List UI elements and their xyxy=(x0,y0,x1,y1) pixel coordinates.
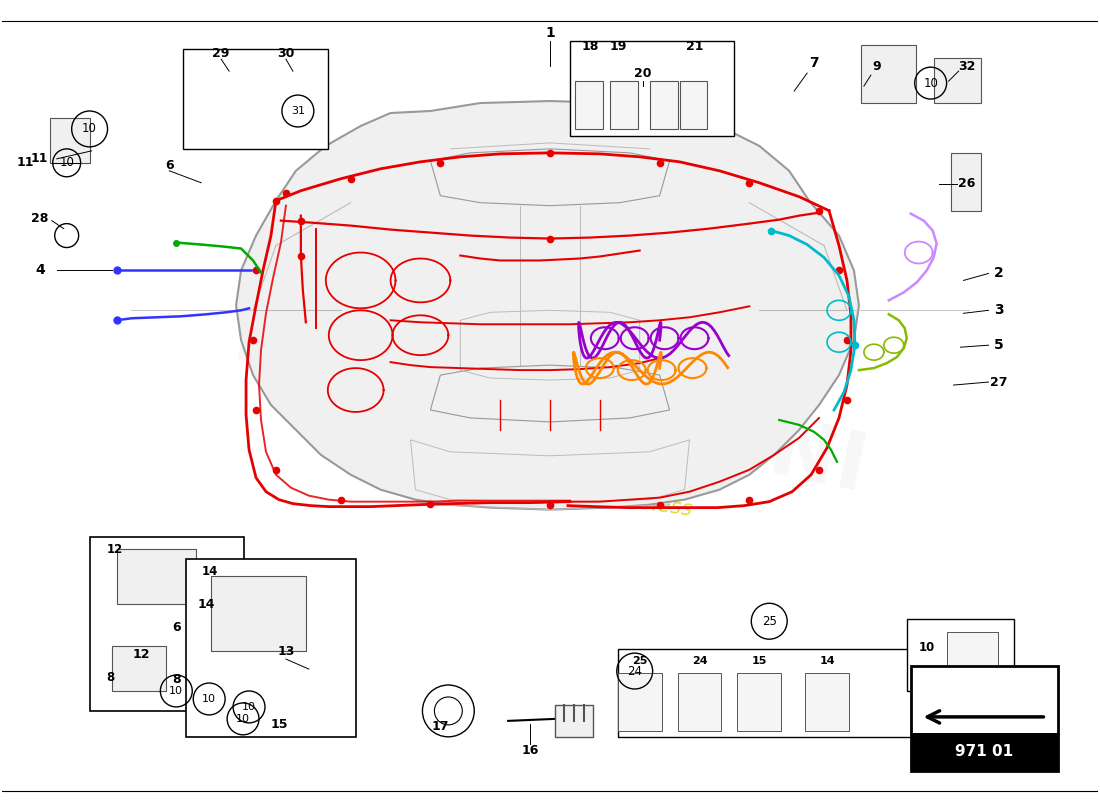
FancyBboxPatch shape xyxy=(575,81,603,129)
FancyBboxPatch shape xyxy=(650,81,678,129)
FancyBboxPatch shape xyxy=(184,50,328,149)
Text: 13: 13 xyxy=(277,645,295,658)
Text: 24: 24 xyxy=(627,665,642,678)
Text: 32: 32 xyxy=(958,60,976,73)
Text: 17: 17 xyxy=(431,720,449,734)
Text: 19: 19 xyxy=(609,40,627,53)
Text: 25: 25 xyxy=(632,656,648,666)
FancyBboxPatch shape xyxy=(805,673,849,731)
Text: 18: 18 xyxy=(581,40,598,53)
Text: 8: 8 xyxy=(172,673,180,686)
FancyBboxPatch shape xyxy=(680,81,707,129)
FancyBboxPatch shape xyxy=(570,42,735,136)
FancyBboxPatch shape xyxy=(556,705,593,737)
FancyBboxPatch shape xyxy=(911,733,1058,770)
Text: 14: 14 xyxy=(201,565,218,578)
Text: 10: 10 xyxy=(82,122,97,135)
FancyBboxPatch shape xyxy=(737,673,781,731)
Text: 11: 11 xyxy=(16,156,34,170)
Text: 10: 10 xyxy=(169,686,184,696)
FancyBboxPatch shape xyxy=(906,619,1014,691)
Text: 20: 20 xyxy=(634,66,651,80)
FancyBboxPatch shape xyxy=(911,666,1058,770)
Text: 10: 10 xyxy=(59,156,74,170)
Text: 6: 6 xyxy=(165,159,174,172)
FancyBboxPatch shape xyxy=(947,632,999,684)
FancyBboxPatch shape xyxy=(618,649,915,737)
Text: 971 01: 971 01 xyxy=(956,744,1013,759)
FancyBboxPatch shape xyxy=(950,153,980,210)
Text: 29: 29 xyxy=(212,46,230,60)
Text: 15: 15 xyxy=(751,656,767,666)
FancyBboxPatch shape xyxy=(609,81,638,129)
Text: 24: 24 xyxy=(692,656,707,666)
FancyBboxPatch shape xyxy=(618,673,661,731)
Text: 14: 14 xyxy=(820,656,835,666)
Text: a passion for exclusiveness: a passion for exclusiveness xyxy=(407,460,693,519)
Text: 26: 26 xyxy=(958,178,976,190)
Text: 12: 12 xyxy=(107,543,123,556)
Text: 6: 6 xyxy=(172,621,180,634)
Text: 4: 4 xyxy=(35,263,45,278)
Text: 30: 30 xyxy=(277,46,295,60)
Text: 31: 31 xyxy=(290,106,305,116)
FancyBboxPatch shape xyxy=(934,58,981,103)
Text: 7: 7 xyxy=(810,56,818,70)
Text: 10: 10 xyxy=(242,702,256,712)
Text: 15: 15 xyxy=(271,718,288,731)
Text: 10: 10 xyxy=(236,714,250,724)
FancyBboxPatch shape xyxy=(111,646,166,691)
FancyBboxPatch shape xyxy=(89,537,244,711)
Text: 16: 16 xyxy=(521,744,539,758)
Text: 28: 28 xyxy=(31,212,48,225)
Text: LAMBORGHINI: LAMBORGHINI xyxy=(227,300,873,510)
Text: 3: 3 xyxy=(993,303,1003,318)
FancyBboxPatch shape xyxy=(186,559,355,737)
Text: 10: 10 xyxy=(918,641,935,654)
FancyBboxPatch shape xyxy=(117,550,196,604)
Text: 10: 10 xyxy=(923,77,938,90)
Text: 14: 14 xyxy=(197,598,215,610)
Text: 12: 12 xyxy=(133,648,151,661)
Polygon shape xyxy=(236,101,859,510)
Text: 21: 21 xyxy=(685,40,703,53)
Text: 5: 5 xyxy=(993,338,1003,352)
FancyBboxPatch shape xyxy=(678,673,722,731)
Text: 8: 8 xyxy=(107,670,114,683)
FancyBboxPatch shape xyxy=(861,46,915,103)
Text: 25: 25 xyxy=(762,614,777,628)
Text: 2: 2 xyxy=(993,266,1003,281)
FancyBboxPatch shape xyxy=(50,118,89,163)
Text: 1: 1 xyxy=(546,26,554,40)
Text: 11: 11 xyxy=(31,152,48,166)
Text: 9: 9 xyxy=(872,60,881,73)
Text: 10: 10 xyxy=(202,694,217,704)
Text: 27: 27 xyxy=(990,375,1008,389)
FancyBboxPatch shape xyxy=(211,576,306,651)
